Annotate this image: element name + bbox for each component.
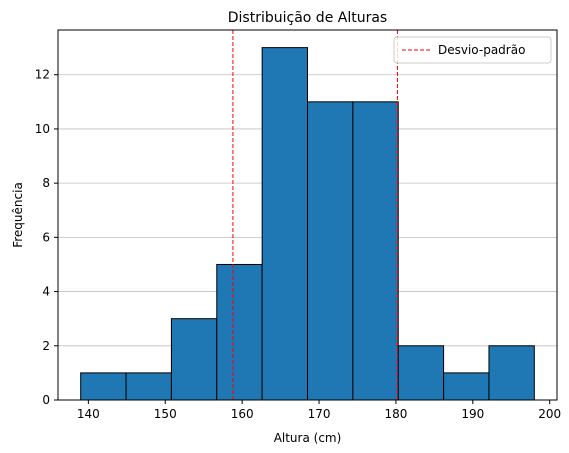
y-tick-label-1: 2 — [42, 339, 50, 353]
x-tick-label-3: 170 — [308, 407, 331, 421]
y-axis-label: Frequência — [11, 182, 25, 248]
histogram-bar-9 — [488, 345, 535, 401]
std-dev-lines — [232, 30, 398, 400]
chart-title: Distribuição de Alturas — [228, 10, 387, 26]
x-axis-label: Altura (cm) — [274, 431, 342, 445]
histogram-bar-7 — [397, 345, 445, 401]
legend-box — [393, 36, 552, 64]
x-tick-label-6: 200 — [538, 407, 561, 421]
y-tick-label-5: 10 — [35, 122, 50, 136]
histogram-bar-0 — [80, 372, 127, 401]
y-tick-label-4: 8 — [42, 176, 50, 190]
histogram-bar-8 — [443, 372, 490, 401]
histogram-bar-5 — [307, 101, 354, 401]
histogram-bar-6 — [352, 101, 399, 401]
legend: Desvio-padrão — [393, 36, 552, 64]
x-tick-label-2: 160 — [231, 407, 254, 421]
x-tick-label-4: 180 — [384, 407, 407, 421]
histogram-bar-4 — [261, 47, 308, 401]
plot-frame — [57, 29, 558, 401]
x-tick-label-0: 140 — [77, 407, 100, 421]
x-tick-label-1: 150 — [154, 407, 177, 421]
histogram-bar-3 — [216, 263, 263, 401]
histogram-bar-1 — [125, 372, 172, 401]
legend-label: Desvio-padrão — [438, 43, 525, 57]
histogram-bars — [80, 47, 535, 401]
y-axis-ticks: 0 2 4 6 8 10 12 — [35, 68, 58, 407]
y-tick-label-2: 4 — [42, 285, 50, 299]
x-tick-label-5: 190 — [461, 407, 484, 421]
y-tick-label-6: 12 — [35, 68, 50, 82]
histogram-bar-2 — [170, 318, 218, 401]
y-tick-label-0: 0 — [42, 393, 50, 407]
x-axis-ticks: 140 150 160 170 180 190 200 — [77, 400, 561, 421]
y-tick-label-3: 6 — [42, 230, 50, 244]
